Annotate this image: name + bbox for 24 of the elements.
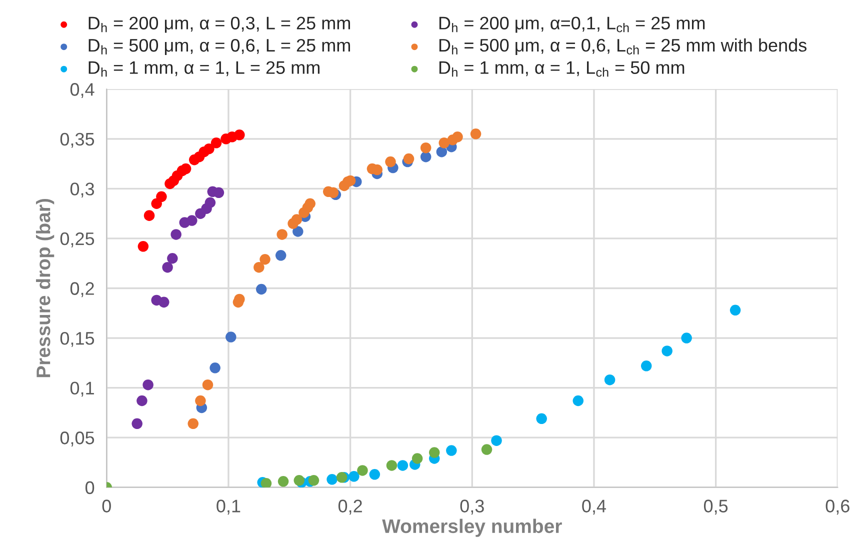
legend-label: D$_{h}$ = 1 mm, α = 1, L = 25 mm	[88, 61, 320, 77]
legend-label: D$_{h}$ = 500 μm, α = 0,6, L$_{ch}$ = 25 mm with bends	[439, 38, 806, 55]
y-tick-label: 0,3	[70, 182, 94, 198]
y-tick-label: 0,25	[60, 232, 94, 248]
x-tick-label: 0,6	[826, 500, 850, 515]
x-tick-label: 0,3	[460, 500, 484, 515]
y-tick-label: 0,15	[60, 332, 94, 347]
y-tick-label: 0,05	[60, 432, 94, 446]
x-tick-label: 0,5	[704, 500, 728, 515]
y-tick-label: 0	[85, 481, 94, 494]
legend-label: D$_{h}$ = 500 μm, α = 0,6, L = 25 mm	[88, 38, 350, 56]
x-tick-label: 0,4	[582, 500, 606, 515]
x-axis-title: Womersley number	[382, 518, 562, 537]
y-axis-title: Pressure drop (bar)	[36, 198, 54, 378]
y-tick-label: 0,35	[60, 132, 94, 148]
x-tick-label: 0,1	[216, 500, 240, 515]
x-tick-label: 0,2	[338, 500, 362, 515]
y-tick-label: 0,2	[70, 282, 94, 298]
x-tick-label: 0	[102, 500, 111, 512]
legend-label: D$_{h}$ = 1 mm, α = 1, L$_{ch}$ = 50 mm	[439, 61, 684, 77]
legend-label: D$_{h}$ = 200 μm, α = 0,3, L = 25 mm	[88, 16, 350, 33]
y-tick-label: 0,1	[70, 382, 94, 397]
y-tick-label: 0,4	[70, 83, 94, 98]
legend-label: D$_{h}$ = 200 μm, α=0,1, L$_{ch}$ = 25 mm	[439, 16, 705, 33]
